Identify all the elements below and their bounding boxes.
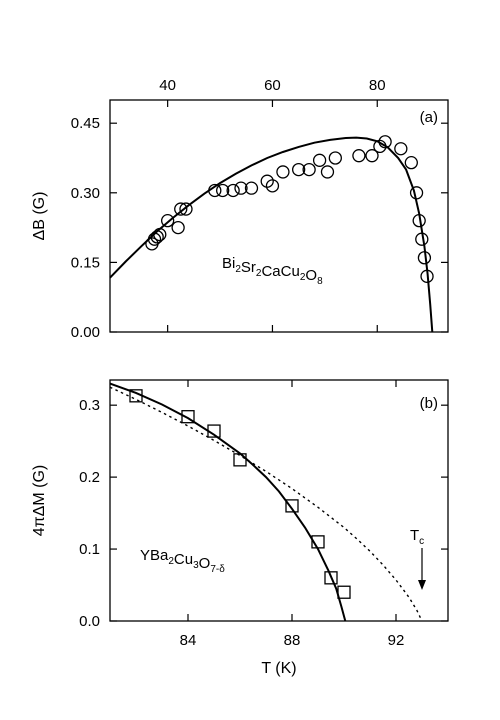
panel-a-data-point	[179, 202, 193, 216]
panel-a-data-point	[420, 269, 434, 283]
panel-a-data-point	[226, 183, 240, 198]
panel-a-top-tick-label: 80	[369, 77, 386, 94]
panel-b-data-point	[285, 499, 299, 513]
panel-a-data-point	[352, 149, 366, 163]
panel-b-x-tick-label: 84	[180, 632, 197, 649]
panel-a-data-point	[312, 153, 327, 167]
panel-b-x-axis-title: T (K)	[261, 660, 296, 677]
panel-b-y-tick-label: 0.2	[79, 469, 100, 486]
panel-a-data-point	[171, 220, 185, 235]
formula-subscript: 2	[235, 264, 241, 275]
tc-arrow-head	[418, 580, 426, 590]
formula-subscript: 7-δ	[210, 564, 225, 575]
formula-element: O	[199, 555, 211, 572]
formula-element: Bi	[222, 255, 235, 272]
panel-a-data-point	[174, 202, 188, 216]
formula-subscript: 2	[168, 556, 174, 567]
panel-b-x-tick-label: 92	[388, 632, 405, 649]
panel-a-data-point	[208, 183, 222, 198]
panel-b-frame	[109, 379, 449, 622]
panel-a-label: (a)	[420, 109, 438, 126]
panel-a-data-point	[265, 179, 280, 193]
panel-a-data-point	[160, 213, 175, 228]
panel-b-data-point	[337, 585, 351, 599]
panel-b-y-axis-title: 4πΔM (G)	[31, 465, 48, 537]
panel-b-data-point	[311, 535, 325, 549]
formula-element: Cu	[174, 551, 193, 568]
panel-a-y-axis-title: ΔB (G)	[31, 192, 48, 241]
formula-element: O	[305, 267, 317, 284]
panel-a-data-point	[320, 165, 335, 179]
tc-main: T	[410, 527, 419, 544]
panel-b-data-point	[129, 389, 143, 403]
panel-b-data-point	[324, 571, 338, 585]
formula-subscript: 8	[317, 276, 323, 287]
panel-a-y-tick-label: 0.45	[71, 115, 100, 132]
formula-subscript: 2	[256, 268, 262, 279]
panel-a-data-point	[412, 213, 426, 228]
panel-a-y-tick-label: 0.00	[71, 324, 100, 341]
formula-element: CaCu	[261, 263, 299, 280]
panel-a-data-point	[150, 230, 164, 244]
panel-a-data-point	[216, 183, 230, 198]
formula-element: Sr	[241, 259, 256, 276]
panel-b-dotted-curve	[109, 386, 423, 622]
panel-b-material-label: YBa2Cu3O7-δ	[140, 547, 225, 575]
tc-subscript: c	[419, 536, 424, 547]
panel-a-data-point	[378, 135, 392, 149]
panel-b-data-point	[207, 424, 221, 438]
panel-b-y-tick-label: 0.1	[79, 541, 100, 558]
formula-element: YBa	[140, 547, 169, 564]
panel-b-data-point	[233, 453, 247, 467]
panel-b-y-tick-label: 0.0	[79, 613, 100, 630]
formula-subscript: 3	[193, 560, 199, 571]
panel-a-data-point	[260, 174, 274, 188]
panel-a-data-point	[234, 181, 248, 195]
panel-b-x-tick-label: 88	[284, 632, 301, 649]
panel-a-top-tick-label: 40	[159, 77, 176, 94]
panel-a-data-point	[409, 186, 424, 200]
panel-a-data-point	[153, 227, 167, 242]
panel-a-data-point	[415, 232, 429, 246]
panel-b-label: (b)	[420, 395, 438, 412]
panel-a-data-point	[417, 251, 432, 265]
tc-label: Tc	[410, 527, 424, 547]
panel-a-data-point	[292, 162, 306, 177]
panel-a-data-point	[276, 165, 290, 179]
panel-b-fit-curve	[109, 382, 347, 622]
panel-a-y-tick-label: 0.15	[71, 254, 100, 271]
panel-a-top-tick-label: 60	[264, 77, 281, 94]
panel-a-frame	[109, 99, 449, 333]
panel-b-data-point	[181, 410, 195, 424]
panel-a-data-point	[328, 151, 342, 165]
panel-b-y-tick-label: 0.3	[79, 397, 100, 414]
panel-a-data-point	[365, 149, 379, 163]
panel-a-material-label: Bi2Sr2CaCu2O8	[222, 255, 323, 287]
panel-a-y-tick-label: 0.30	[71, 185, 100, 202]
panel-a-data-point	[394, 142, 408, 156]
panel-a-data-point	[302, 162, 316, 177]
formula-subscript: 2	[300, 272, 306, 283]
panel-a-data-point	[404, 155, 418, 170]
panel-a-data-point	[244, 181, 259, 195]
